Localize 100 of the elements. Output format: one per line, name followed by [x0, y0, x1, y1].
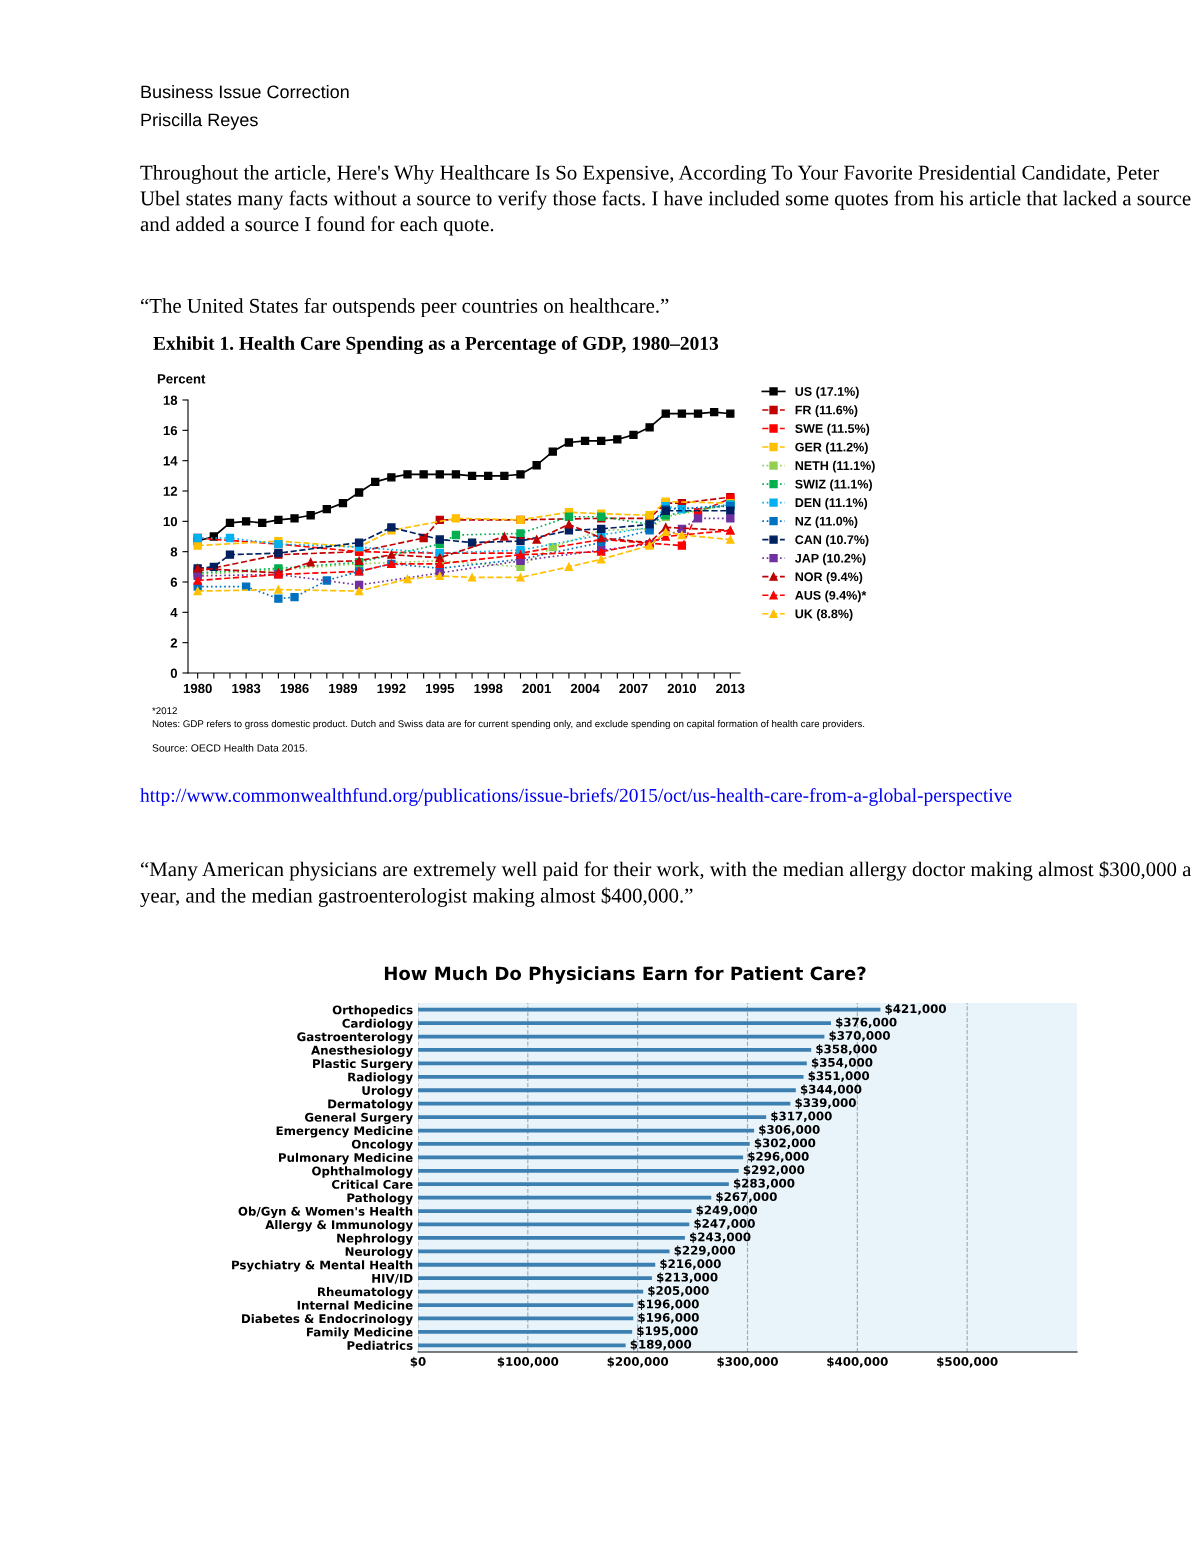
data-label: $283,000 — [733, 1178, 795, 1190]
y-tick-label: Oncology — [351, 1139, 413, 1151]
x-tick-label: 1989 — [329, 683, 358, 694]
text: “Many American physicians are extremely well paid for their work, with the median allergy doctor making almost $300,000 a year, and the median gastroenterologist making almost $400,000.” — [140, 861, 1192, 907]
y-tick-label: 4 — [170, 608, 178, 618]
y-tick-label: Rheumatology — [317, 1287, 413, 1299]
y-tick-label: Emergency Medicine — [276, 1126, 413, 1138]
y-tick-label: 14 — [163, 456, 178, 466]
y-tick-label: 0 — [170, 668, 178, 678]
y-tick-label: 6 — [170, 577, 178, 587]
data-label: $370,000 — [829, 1030, 890, 1042]
x-tick-label: 2013 — [716, 683, 745, 694]
data-label: $358,000 — [816, 1044, 877, 1055]
x-tick-label: 2004 — [570, 683, 600, 694]
data-label: $205,000 — [648, 1285, 709, 1297]
y-tick-label: 12 — [163, 486, 178, 496]
legend-label: NETH (11.1%) — [795, 460, 875, 473]
x-tick-label: 2007 — [619, 683, 648, 694]
y-axis-title: Percent — [157, 374, 206, 384]
y-tick-label: General Surgery — [304, 1112, 413, 1125]
text: http://www.commonwealthfund.org/publications/issue-briefs/2015/oct/us-health-care-from-a-global-perspective — [140, 788, 1012, 806]
y-tick-label: Neurology — [345, 1246, 413, 1259]
data-label: $306,000 — [759, 1124, 820, 1136]
chart-title: Exhibit 1. Health Care Spending as a Percentage of GDP, 1980–2013 — [153, 336, 719, 354]
y-tick-label: Diabetes & Endocrinology — [242, 1313, 413, 1326]
legend-label: US (17.1%) — [795, 386, 859, 399]
x-tick-label: $0 — [410, 1356, 426, 1368]
x-tick-label: 2010 — [667, 683, 697, 694]
x-tick-label: $400,000 — [827, 1356, 888, 1368]
data-label: $351,000 — [808, 1071, 870, 1082]
data-label: $302,000 — [754, 1138, 816, 1149]
y-tick-label: Pathology — [347, 1193, 413, 1205]
x-tick-label: 1980 — [183, 683, 212, 694]
y-tick-label: 10 — [163, 516, 178, 527]
legend-label: GER (11.2%) — [795, 442, 868, 454]
text: *2012 — [152, 707, 177, 715]
x-tick-label: $200,000 — [607, 1356, 669, 1368]
data-label: $421,000 — [885, 1004, 946, 1015]
y-tick-label: Urology — [362, 1085, 413, 1098]
x-tick-label: $500,000 — [937, 1356, 998, 1368]
legend-label: DEN (11.1%) — [795, 497, 868, 510]
source-note: Source: OECD Health Data 2015. — [152, 744, 307, 752]
y-tick-label: 8 — [170, 547, 178, 557]
data-label: $243,000 — [689, 1232, 751, 1243]
legend-label: FR (11.6%) — [795, 405, 858, 417]
y-tick-label: Critical Care — [331, 1179, 413, 1189]
data-label: $195,000 — [637, 1326, 698, 1337]
data-label: $339,000 — [795, 1097, 856, 1109]
x-tick-label: 1992 — [377, 683, 406, 694]
text: Throughout the article, Here's Why Healthcare Is So Expensive, According To Your Favorite Presidential Candidate, Peter Ubel states many facts without a source to verify those facts. I have included some quotes from his article that lacked a source and added a source I found for each quote. — [140, 165, 1191, 236]
data-label: $317,000 — [771, 1111, 832, 1123]
data-label: $296,000 — [748, 1151, 809, 1163]
x-tick-label: $100,000 — [497, 1356, 559, 1368]
y-tick-label: Pulmonary Medicine — [279, 1152, 413, 1165]
data-label: $354,000 — [811, 1057, 873, 1069]
legend-label: NZ (11.0%) — [795, 516, 858, 529]
text: Business Issue Correction — [141, 85, 349, 99]
y-tick-label: Cardiology — [342, 1018, 413, 1031]
data-label: $196,000 — [638, 1312, 699, 1324]
y-tick-label: Allergy & Immunology — [265, 1220, 413, 1232]
x-tick-label: 1983 — [232, 683, 261, 694]
y-tick-label: Dermatology — [328, 1099, 413, 1111]
y-tick-label: Nephrology — [337, 1233, 413, 1245]
y-tick-label: Radiology — [348, 1072, 413, 1084]
x-tick-label: 1986 — [280, 683, 309, 694]
x-tick-label: 2001 — [522, 683, 551, 694]
y-tick-label: 16 — [163, 425, 178, 436]
data-label: $267,000 — [716, 1191, 777, 1203]
data-label: $344,000 — [800, 1084, 862, 1096]
y-tick-label: Gastroenterology — [297, 1032, 413, 1044]
text: Notes: GDP refers to gross domestic product. Dutch and Swiss data are for current spending only, and exclude spending on capital formation of health care providers. — [152, 720, 865, 730]
data-label: $213,000 — [657, 1272, 718, 1284]
y-tick-label: Anesthesiology — [311, 1045, 413, 1058]
legend-label: SWIZ (11.1%) — [795, 479, 872, 492]
y-tick-label: 18 — [163, 395, 178, 405]
data-label: $249,000 — [696, 1205, 758, 1217]
y-tick-label: HIV/ID — [372, 1274, 413, 1284]
data-label: $247,000 — [694, 1218, 755, 1230]
y-tick-label: 2 — [170, 638, 178, 648]
y-tick-label: Psychiatry & Mental Health — [232, 1260, 413, 1272]
data-label: $229,000 — [674, 1245, 736, 1257]
y-tick-label: Pediatrics — [347, 1340, 413, 1350]
x-tick-label: $300,000 — [717, 1356, 778, 1368]
chart-title: How Much Do Physicians Earn for Patient Care? — [384, 966, 866, 984]
y-tick-label: Ophthalmology — [312, 1166, 413, 1178]
x-tick-label: 1995 — [425, 683, 455, 694]
y-tick-label: Orthopedics — [332, 1005, 413, 1017]
y-tick-label: Internal Medicine — [297, 1300, 413, 1310]
data-label: $196,000 — [638, 1299, 699, 1311]
legend-label: CAN (10.7%) — [795, 534, 869, 547]
text: Priscilla Reyes — [141, 113, 258, 130]
y-tick-label: Family Medicine — [306, 1327, 413, 1339]
y-tick-label: Ob/Gyn & Women's Health — [238, 1206, 413, 1219]
text: “The United States far outspends peer countries on healthcare.” — [141, 298, 669, 318]
data-label: $216,000 — [660, 1259, 721, 1270]
legend-label: AUS (9.4%)* — [795, 590, 867, 603]
data-label: $189,000 — [630, 1339, 692, 1351]
data-label: $376,000 — [836, 1017, 897, 1029]
y-tick-label: Plastic Surgery — [313, 1058, 413, 1071]
legend-label: UK (8.8%) — [795, 609, 853, 621]
